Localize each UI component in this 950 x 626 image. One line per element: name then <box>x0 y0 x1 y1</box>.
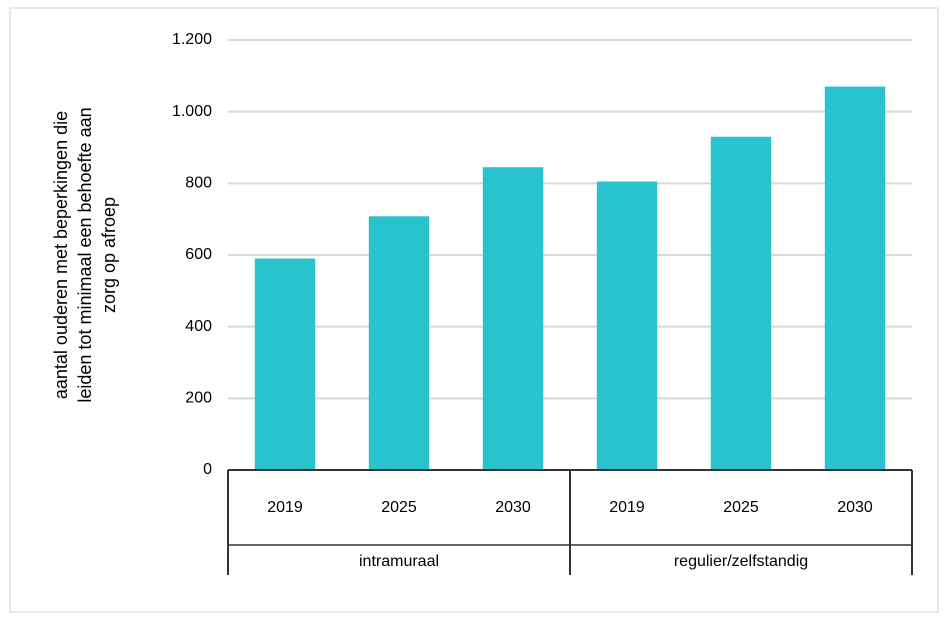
y-tick-label: 400 <box>185 318 212 335</box>
y-tick-label: 800 <box>185 175 212 192</box>
y-axis-label: zorg op afroep <box>99 197 119 313</box>
frame <box>9 7 939 613</box>
y-tick-label: 0 <box>203 461 212 478</box>
y-axis-label: leiden tot minimaal een behoefte aan <box>75 107 95 402</box>
bar <box>596 181 658 470</box>
x-tick-label: 2030 <box>837 499 873 516</box>
y-tick-label: 200 <box>185 390 212 407</box>
y-tick-label: 1.200 <box>172 31 212 48</box>
x-tick-label: 2019 <box>609 499 645 516</box>
bar <box>824 86 886 470</box>
y-axis-label: aantal ouderen met beperkingen die <box>51 111 71 399</box>
x-tick-label: 2025 <box>381 499 417 516</box>
bar <box>368 216 430 470</box>
bar <box>482 167 544 471</box>
group-label: regulier/zelfstandig <box>674 553 808 570</box>
bar <box>254 258 316 470</box>
y-tick-label: 1.000 <box>172 103 212 120</box>
group-label: intramuraal <box>359 553 439 570</box>
y-tick-label: 600 <box>185 246 212 263</box>
x-tick-label: 2025 <box>723 499 759 516</box>
bar <box>710 136 772 470</box>
x-tick-label: 2019 <box>267 499 303 516</box>
x-tick-label: 2030 <box>495 499 531 516</box>
